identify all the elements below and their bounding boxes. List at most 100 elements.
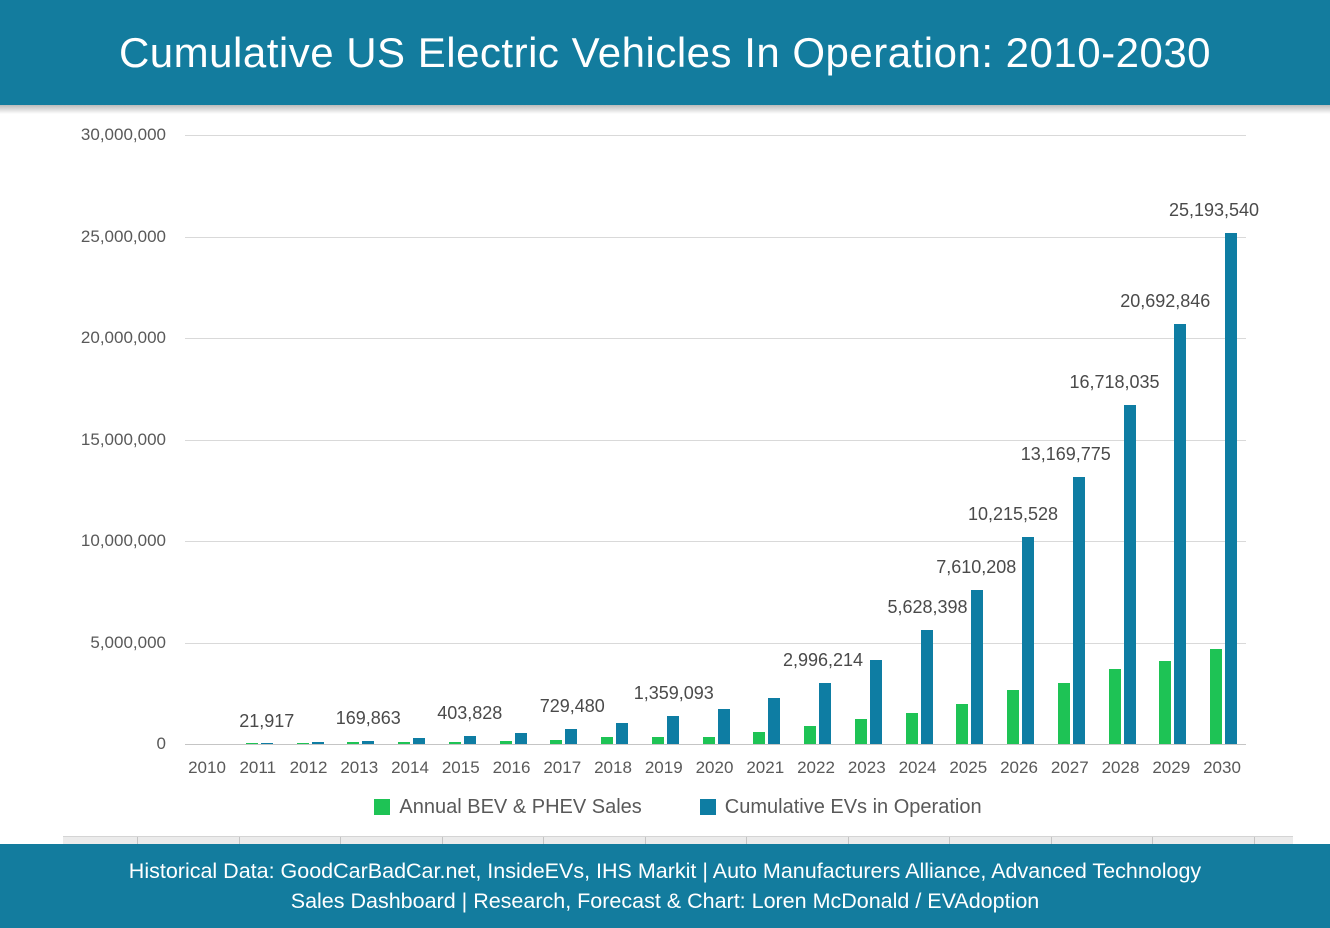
- bar-cumulative-2016: [514, 733, 527, 744]
- bar-annual-sales-2017: [550, 740, 563, 744]
- legend-item-annual-sales: Annual BEV & PHEV Sales: [374, 795, 642, 819]
- data-label-2030: 25,193,540: [1168, 200, 1260, 220]
- y-gridline: [185, 135, 1246, 136]
- footer-source-line-1: Historical Data: GoodCarBadCar.net, Insi…: [128, 859, 1202, 883]
- header-shadow: [0, 105, 1330, 114]
- bar-cumulative-2026: [1022, 537, 1034, 744]
- data-label-2027: 13,169,775: [1020, 444, 1111, 464]
- x-axis-year-label: 2024: [898, 758, 937, 777]
- x-axis-year-label: 2025: [949, 758, 988, 777]
- x-axis-year-label: 2023: [847, 758, 886, 777]
- x-axis-year-label: 2018: [594, 758, 632, 777]
- bar-cumulative-2017: [565, 729, 578, 744]
- data-label-2026: 10,215,528: [967, 504, 1059, 524]
- bar-cumulative-2020: [717, 709, 730, 744]
- x-axis-year-label: 2015: [441, 758, 480, 777]
- bar-cumulative-2018: [616, 723, 628, 744]
- x-axis-year-label: 2017: [543, 758, 582, 777]
- bar-annual-sales-2030: [1210, 649, 1222, 744]
- x-axis-year-label: 2027: [1050, 758, 1089, 777]
- sheet-column-tick: [1253, 837, 1255, 844]
- data-label-2011: 21,917: [239, 711, 295, 731]
- data-label-2025: 7,610,208: [936, 557, 1017, 577]
- bar-annual-sales-2021: [753, 732, 766, 744]
- bar-cumulative-2030: [1225, 233, 1237, 744]
- x-axis-year-label: 2020: [695, 758, 734, 777]
- legend-swatch-icon: [374, 799, 391, 815]
- bar-annual-sales-2016: [499, 741, 512, 744]
- x-axis-year-label: 2011: [239, 758, 277, 777]
- data-label-2019: 1,359,093: [633, 683, 714, 703]
- x-axis-baseline: [185, 744, 1246, 745]
- bar-cumulative-2023: [869, 660, 882, 744]
- x-axis-year-label: 2010: [188, 758, 226, 777]
- x-axis-year-label: 2012: [289, 758, 328, 777]
- x-axis-year-label: 2014: [391, 758, 429, 777]
- data-label-2028: 16,718,035: [1069, 372, 1160, 392]
- data-label-2017: 729,480: [539, 696, 605, 716]
- sheet-column-tick: [847, 837, 849, 844]
- y-gridline: [185, 642, 1246, 644]
- x-axis-year-label: 2026: [1000, 758, 1038, 777]
- sheet-column-tick: [137, 837, 138, 844]
- bar-annual-sales-2026: [1007, 690, 1019, 744]
- x-axis-year-label: 2030: [1203, 758, 1241, 777]
- x-axis-year-label: 2028: [1101, 758, 1140, 777]
- x-axis-year-label: 2021: [746, 758, 785, 777]
- y-axis-tick-label: 20,000,000: [80, 328, 166, 347]
- bar-annual-sales-2019: [651, 737, 664, 744]
- x-axis-year-label: 2016: [492, 758, 531, 777]
- data-label-2015: 403,828: [437, 703, 503, 723]
- y-gridline: [185, 338, 1246, 339]
- bar-cumulative-2022: [819, 683, 831, 744]
- chart-legend: Annual BEV & PHEV Sales Cumulative EVs in…: [63, 792, 1293, 822]
- sheet-column-tick: [543, 837, 544, 844]
- bar-cumulative-2011: [260, 743, 273, 744]
- sheet-column-tick: [238, 837, 240, 844]
- bar-cumulative-2024: [920, 630, 933, 744]
- y-gridline: [185, 439, 1246, 441]
- sheet-edge-strip: [63, 836, 1293, 845]
- bar-annual-sales-2011: [245, 743, 258, 744]
- bar-cumulative-2014: [413, 738, 425, 744]
- bar-annual-sales-2020: [702, 737, 715, 744]
- bar-annual-sales-2027: [1057, 683, 1070, 744]
- y-axis-tick-label: 30,000,000: [80, 125, 166, 144]
- bar-annual-sales-2012: [296, 743, 309, 744]
- bar-annual-sales-2023: [854, 719, 867, 744]
- header-banner: Cumulative US Electric Vehicles In Opera…: [0, 0, 1330, 105]
- data-label-2022: 2,996,214: [782, 650, 864, 670]
- legend-label: Cumulative EVs in Operation: [724, 795, 982, 818]
- bar-cumulative-2027: [1072, 477, 1085, 744]
- bar-annual-sales-2025: [956, 704, 969, 744]
- bar-cumulative-2015: [463, 736, 476, 744]
- bar-cumulative-2012: [311, 742, 324, 744]
- x-axis-year-label: 2022: [797, 758, 835, 777]
- chart-title: Cumulative US Electric Vehicles In Opera…: [118, 28, 1212, 76]
- y-axis-tick-label: 0: [156, 734, 166, 753]
- bar-cumulative-2021: [768, 698, 781, 744]
- bar-cumulative-2028: [1123, 405, 1136, 744]
- legend-item-cumulative: Cumulative EVs in Operation: [699, 795, 982, 819]
- bar-annual-sales-2015: [448, 742, 461, 744]
- sheet-column-tick: [1152, 837, 1153, 844]
- y-axis-tick-label: 5,000,000: [90, 632, 166, 652]
- bar-annual-sales-2028: [1108, 669, 1121, 744]
- y-axis-tick-label: 10,000,000: [80, 531, 166, 550]
- legend-label: Annual BEV & PHEV Sales: [399, 795, 642, 818]
- sheet-column-tick: [1050, 837, 1052, 844]
- x-axis-year-label: 2013: [340, 758, 379, 777]
- y-gridline: [185, 236, 1246, 238]
- sheet-column-tick: [949, 837, 950, 844]
- footer-banner: Historical Data: GoodCarBadCar.net, Insi…: [0, 844, 1330, 928]
- bar-cumulative-2029: [1174, 324, 1187, 744]
- bar-annual-sales-2022: [804, 726, 816, 744]
- bar-annual-sales-2013: [347, 742, 360, 744]
- bar-cumulative-2025: [971, 590, 984, 744]
- y-axis-tick-label: 25,000,000: [80, 226, 166, 246]
- bar-annual-sales-2014: [398, 742, 410, 744]
- sheet-column-tick: [644, 837, 646, 844]
- bar-annual-sales-2029: [1159, 661, 1172, 744]
- sheet-column-tick: [746, 837, 747, 844]
